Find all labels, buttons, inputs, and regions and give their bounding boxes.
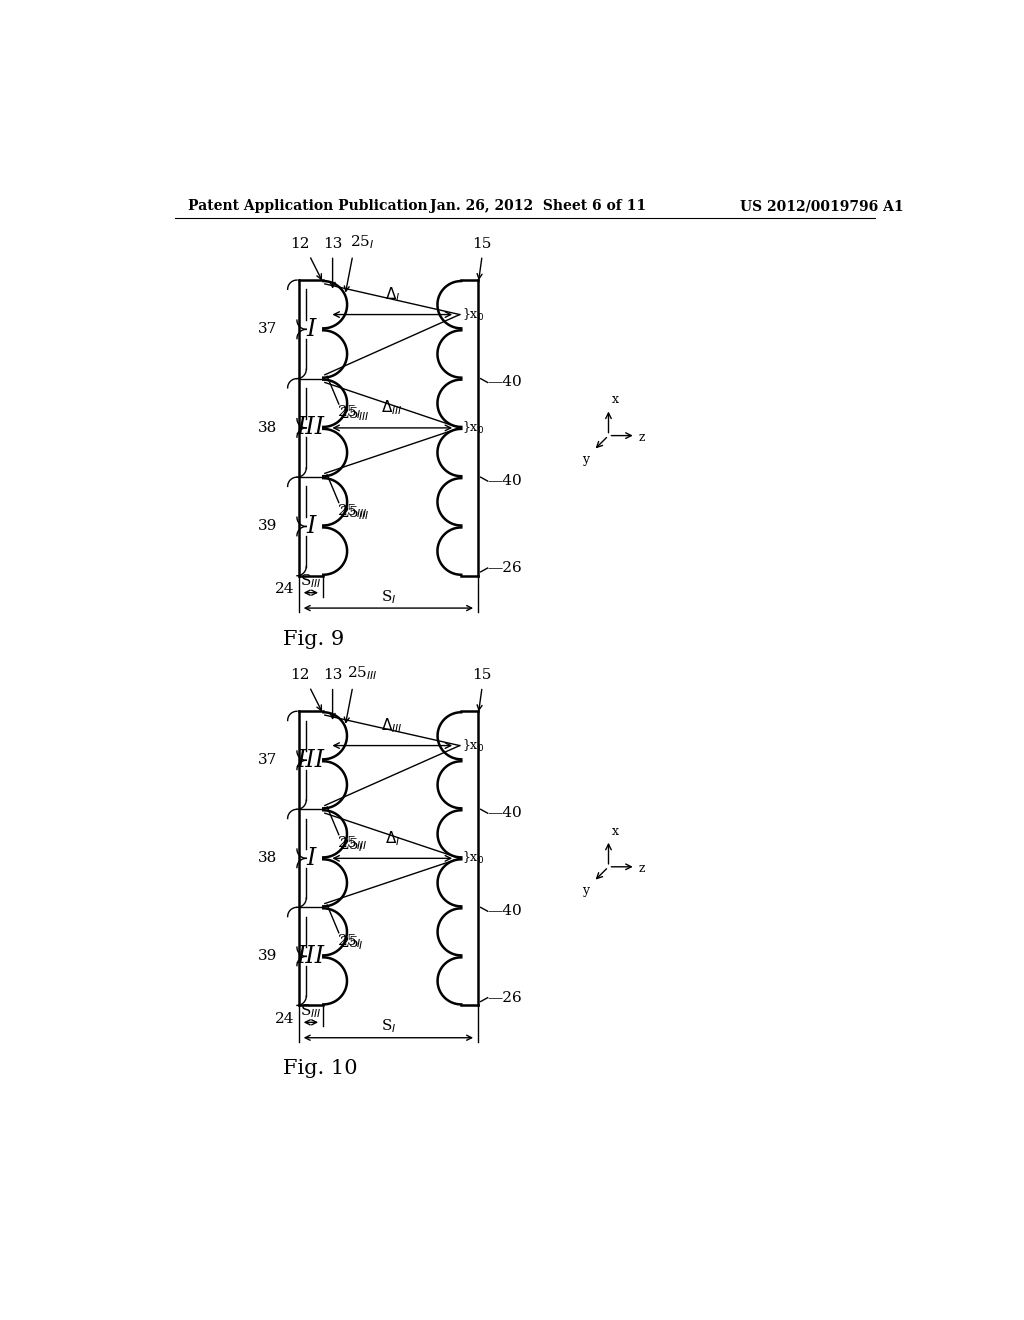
Text: —40: —40	[487, 375, 522, 389]
Text: 38: 38	[258, 851, 276, 866]
Text: 39: 39	[257, 520, 276, 533]
Text: 15: 15	[472, 668, 492, 682]
Text: 25$_I$: 25$_I$	[350, 234, 374, 251]
Text: y: y	[582, 884, 589, 898]
Text: —26: —26	[487, 991, 522, 1005]
Text: 37: 37	[258, 754, 276, 767]
Text: 25$_{III}$: 25$_{III}$	[339, 504, 370, 521]
Text: $\Delta_I$: $\Delta_I$	[385, 829, 400, 847]
Text: III: III	[297, 416, 325, 440]
Text: 38: 38	[258, 421, 276, 434]
Text: 24: 24	[275, 1011, 295, 1026]
Text: y: y	[582, 453, 589, 466]
Text: —40: —40	[487, 807, 522, 820]
Text: S$_{III}$: S$_{III}$	[300, 1002, 322, 1020]
Text: Fig. 10: Fig. 10	[283, 1059, 357, 1078]
Text: }x$_0$: }x$_0$	[462, 850, 484, 866]
Text: 12: 12	[290, 668, 310, 682]
Text: Patent Application Publication: Patent Application Publication	[188, 199, 428, 213]
Text: 25$_I$: 25$_I$	[337, 404, 361, 421]
Text: }x$_0$: }x$_0$	[462, 306, 484, 322]
Text: }x$_0$: }x$_0$	[462, 738, 484, 754]
Text: 25$_{III}$: 25$_{III}$	[339, 405, 370, 424]
Text: $\Delta_I$: $\Delta_I$	[385, 285, 400, 304]
Text: 37: 37	[258, 322, 276, 337]
Text: Fig. 9: Fig. 9	[283, 630, 344, 648]
Text: 25$_I$: 25$_I$	[339, 837, 364, 854]
Text: I: I	[306, 847, 315, 870]
Text: III: III	[297, 748, 325, 772]
Text: 25$_I$: 25$_I$	[339, 935, 364, 952]
Text: —40: —40	[487, 904, 522, 919]
Text: 39: 39	[257, 949, 276, 964]
Text: x: x	[611, 393, 618, 407]
Text: I: I	[306, 318, 315, 341]
Text: —26: —26	[487, 561, 522, 576]
Text: S$_I$: S$_I$	[381, 589, 396, 606]
Text: $\Delta_{III}$: $\Delta_{III}$	[381, 715, 403, 735]
Text: }x$_0$: }x$_0$	[462, 420, 484, 436]
Text: US 2012/0019796 A1: US 2012/0019796 A1	[740, 199, 904, 213]
Text: —40: —40	[487, 474, 522, 488]
Text: 25$_I$: 25$_I$	[337, 932, 361, 949]
Text: 25$_{III}$: 25$_{III}$	[337, 502, 368, 520]
Text: z: z	[639, 430, 645, 444]
Text: 25$_{III}$: 25$_{III}$	[337, 834, 368, 851]
Text: S$_I$: S$_I$	[381, 1018, 396, 1035]
Text: x: x	[611, 825, 618, 837]
Text: I: I	[306, 515, 315, 539]
Text: 25$_{III}$: 25$_{III}$	[347, 664, 378, 682]
Text: 13: 13	[323, 236, 342, 251]
Text: S$_{III}$: S$_{III}$	[300, 573, 322, 590]
Text: Jan. 26, 2012  Sheet 6 of 11: Jan. 26, 2012 Sheet 6 of 11	[430, 199, 646, 213]
Text: 12: 12	[290, 236, 310, 251]
Text: z: z	[639, 862, 645, 875]
Text: 24: 24	[275, 582, 295, 595]
Text: 15: 15	[472, 236, 492, 251]
Text: 13: 13	[323, 668, 342, 682]
Text: $\Delta_{III}$: $\Delta_{III}$	[381, 399, 403, 417]
Text: III: III	[297, 945, 325, 968]
